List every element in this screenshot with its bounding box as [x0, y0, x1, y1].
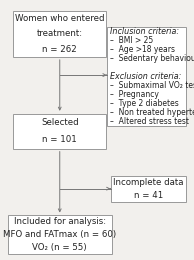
Text: n = 262: n = 262 [42, 45, 77, 54]
Text: Exclusion criteria:: Exclusion criteria: [110, 72, 181, 81]
Text: VO₂ (n = 55): VO₂ (n = 55) [32, 243, 87, 252]
Bar [8, 216, 112, 254]
Text: –  Type 2 diabetes: – Type 2 diabetes [110, 99, 178, 108]
Text: Women who entered: Women who entered [15, 14, 105, 23]
Text: –  Age >18 years: – Age >18 years [110, 45, 175, 54]
Text: –  Altered stress test: – Altered stress test [110, 117, 189, 126]
Text: n = 101: n = 101 [42, 135, 77, 145]
Bar [13, 11, 106, 57]
Text: n = 41: n = 41 [134, 191, 163, 200]
Text: Selected: Selected [41, 118, 79, 127]
Text: –  Non treated hypertension: – Non treated hypertension [110, 108, 194, 117]
Text: –  Submaximal VO₂ test: – Submaximal VO₂ test [110, 81, 194, 90]
Text: Inclusion criteria:: Inclusion criteria: [110, 27, 179, 36]
Text: –  BMI > 25: – BMI > 25 [110, 36, 153, 45]
Text: treatment:: treatment: [37, 29, 83, 38]
Bar [13, 114, 106, 149]
Text: Included for analysis:: Included for analysis: [14, 217, 106, 226]
Bar [111, 176, 186, 202]
Text: –  Sedentary behaviour, ACSM: – Sedentary behaviour, ACSM [110, 54, 194, 63]
Bar [107, 27, 186, 126]
Text: MFO and FATmax (n = 60): MFO and FATmax (n = 60) [3, 230, 116, 239]
Text: –  Pregnancy: – Pregnancy [110, 90, 158, 99]
Text: Incomplete data: Incomplete data [113, 178, 184, 187]
